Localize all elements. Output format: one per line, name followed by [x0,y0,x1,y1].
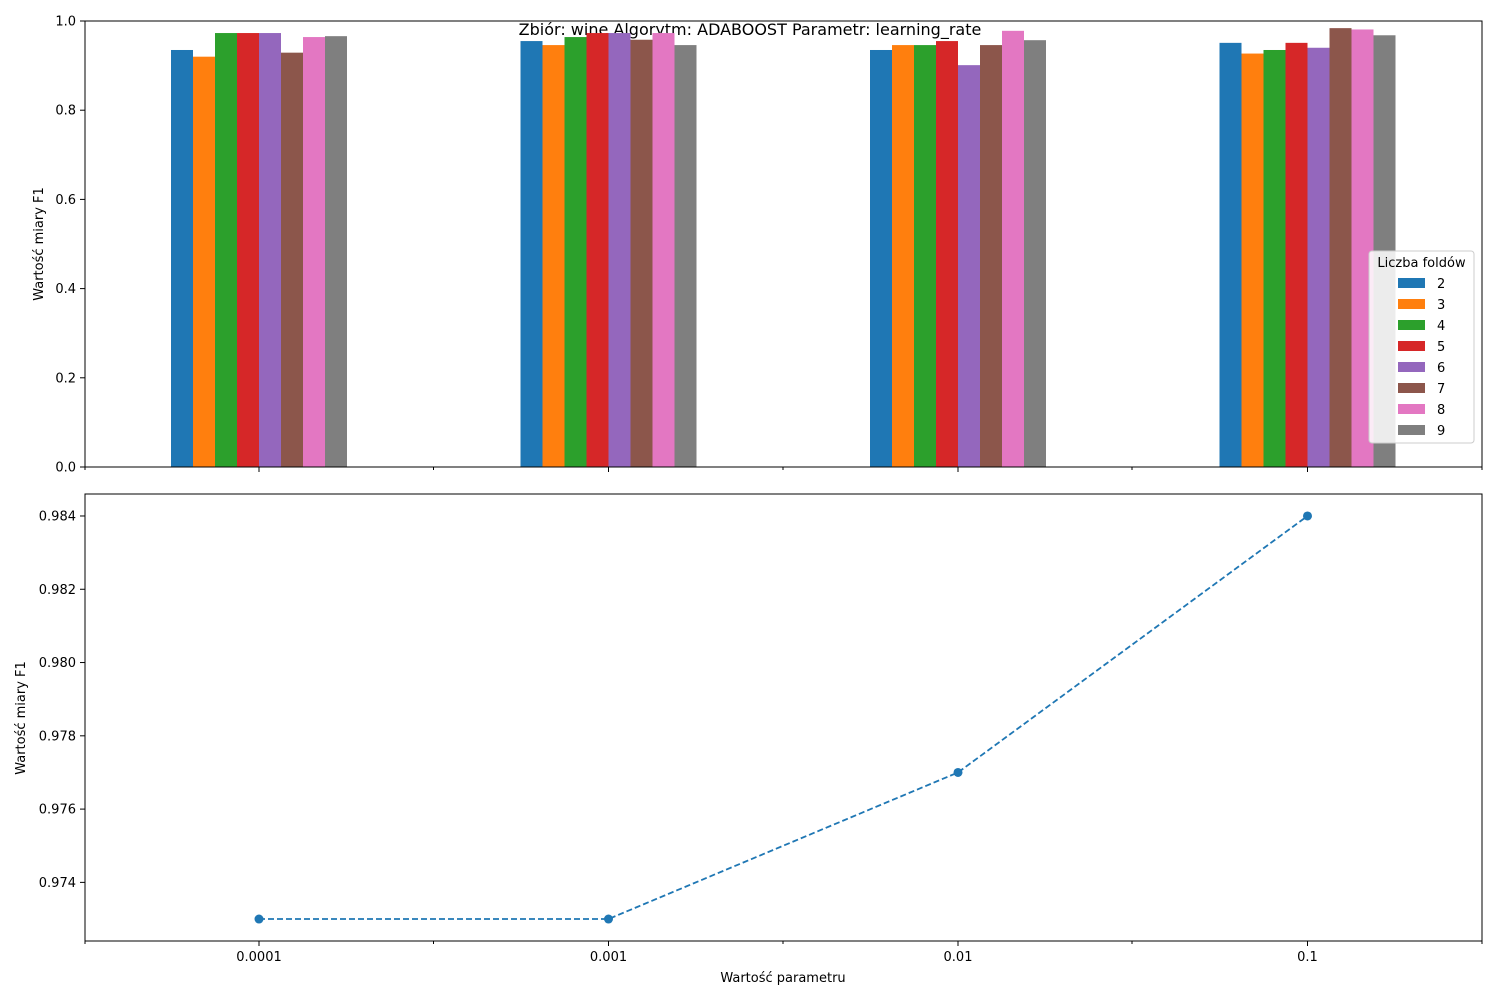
x-tick-label: 0.001 [590,950,627,965]
bar-5-0.001 [586,33,609,468]
legend-label-9: 9 [1437,424,1445,439]
y-tick-label: 1.0 [55,15,76,30]
bar-7-0.0001 [281,52,303,467]
legend-title: Liczba foldów [1377,256,1466,271]
data-point-0.001 [604,914,613,924]
figure-title: Zbiór: wine Algorytm: ADABOOST Parametr:… [519,20,982,40]
legend-swatch-4 [1398,320,1425,330]
bar-chart-x-ticks [84,467,1483,472]
bar-3-0.0001 [193,56,215,468]
legend-label-3: 3 [1437,298,1445,313]
y-tick-label: 0.982 [39,583,76,598]
bar-2-0.0001 [171,49,193,468]
data-point-0.0001 [254,914,264,924]
bar-4-0.01 [914,45,936,468]
bar-9-0.0001 [325,36,347,467]
legend-swatch-5 [1398,341,1425,351]
y-tick-label: 0.0 [55,461,76,476]
bar-6-0.01 [958,65,980,468]
bar-3-0.1 [1241,53,1264,468]
y-tick-label: 0.976 [39,803,76,818]
bar-6-0.0001 [259,33,281,468]
bar-5-0.1 [1285,42,1308,467]
line-chart-frame [84,493,1483,942]
bar-8-0.01 [1002,30,1024,467]
legend-label-6: 6 [1437,361,1445,376]
legend-label-5: 5 [1437,340,1445,355]
bar-series-group [171,28,1396,468]
series-line [259,515,1309,920]
bar-5-0.01 [936,41,958,467]
legend-swatch-9 [1398,425,1425,435]
legend-label-4: 4 [1437,319,1445,334]
bar-6-0.001 [608,33,631,468]
line-chart-y-ticks: 0.974 0.976 0.978 0.980 0.982 0.984 [39,509,85,891]
bar-8-0.1 [1351,29,1374,467]
bar-7-0.1 [1329,28,1352,468]
legend-swatch-2 [1398,278,1425,288]
bar-9-0.001 [674,45,697,468]
legend-swatch-7 [1398,383,1425,393]
bar-chart: 0.0 0.2 0.4 0.6 0.8 1.0 Wartość miary F1 Licz… [32,15,1483,476]
line-chart-x-label: Wartość parametru [720,971,845,986]
bar-6-0.1 [1307,47,1330,467]
bar-3-0.01 [892,45,914,468]
bar-2-0.1 [1219,42,1242,467]
bar-3-0.001 [542,45,565,468]
y-tick-label: 0.4 [55,282,76,297]
x-tick-label: 0.1 [1297,950,1318,965]
x-tick-label: 0.0001 [236,950,282,965]
y-tick-label: 0.980 [39,656,76,671]
legend-swatch-8 [1398,404,1425,414]
x-tick-label: 0.01 [944,950,973,965]
line-chart-y-label: Wartość miary F1 [14,661,29,775]
legend-label-2: 2 [1437,277,1445,292]
bar-9-0.01 [1024,40,1046,467]
bar-2-0.01 [870,49,892,468]
legend-label-8: 8 [1437,403,1445,418]
bar-8-0.001 [652,33,675,468]
data-point-0.1 [1303,511,1312,521]
legend-label-7: 7 [1437,382,1445,397]
bar-4-0.001 [564,37,587,467]
y-tick-label: 0.978 [39,729,76,744]
y-tick-label: 0.2 [55,371,76,386]
bar-4-0.0001 [215,33,237,468]
bar-7-0.001 [630,39,653,468]
data-point-0.01 [953,767,963,777]
legend: Liczba foldów 2 3 4 5 6 7 8 9 [1368,250,1475,444]
bar-chart-y-ticks: 0.0 0.2 0.4 0.6 0.8 1.0 [55,15,85,476]
bar-7-0.01 [980,45,1002,468]
y-tick-label: 0.974 [39,876,76,891]
bar-5-0.0001 [237,33,259,468]
bar-8-0.0001 [303,37,325,467]
y-tick-label: 0.6 [55,193,76,208]
bar-4-0.1 [1263,49,1286,468]
legend-swatch-6 [1398,362,1425,372]
line-series [254,511,1312,924]
bar-chart-y-label: Wartość miary F1 [32,187,47,301]
legend-swatch-3 [1398,299,1425,309]
y-tick-label: 0.8 [55,104,76,119]
line-chart-x-ticks: 0.0001 0.001 0.01 0.1 [84,941,1483,965]
bar-2-0.001 [520,41,543,467]
y-tick-label: 0.984 [39,509,76,524]
